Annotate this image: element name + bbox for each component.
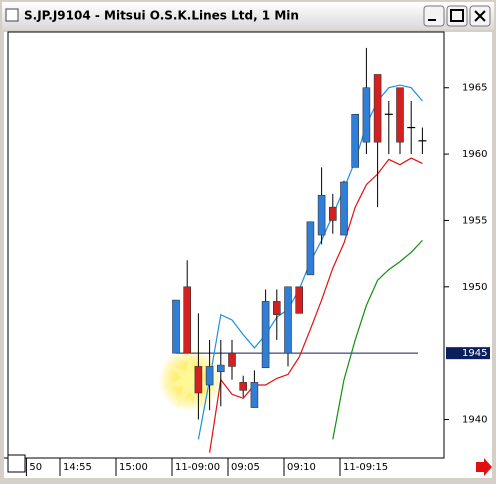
candle-body [250, 382, 259, 408]
x-tick-label: 15:00 [119, 462, 148, 473]
candle-body [194, 366, 203, 394]
y-tick-label: 1965 [462, 83, 487, 94]
candle-body [205, 366, 214, 386]
y-tick-label: 1940 [462, 415, 487, 426]
candle-body [306, 221, 315, 276]
x-tick-label: 11-09:00 [175, 462, 220, 473]
candle-body [351, 113, 360, 168]
close-button[interactable] [469, 5, 491, 27]
moving-average-line [209, 157, 423, 453]
candle-body [228, 352, 236, 367]
y-tick-label: 1955 [462, 215, 487, 226]
x-tick-label: 09:10 [287, 462, 316, 473]
maximize-button[interactable] [446, 5, 468, 27]
last-price-label: 1945 [462, 348, 487, 359]
candle-body [328, 206, 337, 221]
candle-body [295, 286, 304, 314]
candle-body [362, 87, 371, 143]
candle-body [261, 301, 270, 369]
candle-body [183, 286, 191, 354]
y-tick-label: 1950 [462, 282, 487, 293]
title-bar [2, 2, 494, 30]
scroll-arrow[interactable] [476, 458, 492, 476]
y-tick-label: 1960 [462, 149, 487, 160]
plot-content [172, 47, 427, 453]
candle-body [172, 299, 180, 354]
corner-box[interactable] [7, 454, 26, 473]
x-tick-label: 09:05 [231, 462, 260, 473]
minimize-button[interactable] [423, 5, 445, 27]
candle-body [317, 194, 326, 236]
x-tick-label: 50 [29, 462, 42, 473]
candle-body [373, 74, 382, 143]
highlight-star [162, 352, 218, 408]
x-tick-label: 14:55 [63, 462, 92, 473]
window-icon [5, 8, 19, 22]
candle-body [284, 286, 292, 354]
candle-body [217, 364, 225, 373]
candle-body [272, 301, 281, 315]
window-title: S.JP.J9104 - Mitsui O.S.K.Lines Ltd, 1 M… [24, 9, 299, 23]
candle-body [340, 181, 348, 236]
candle-body [239, 382, 247, 391]
moving-average-line [332, 239, 423, 440]
last-price-box [446, 347, 490, 360]
x-tick-label: 11-09:15 [343, 462, 388, 473]
candle-body [396, 87, 404, 143]
